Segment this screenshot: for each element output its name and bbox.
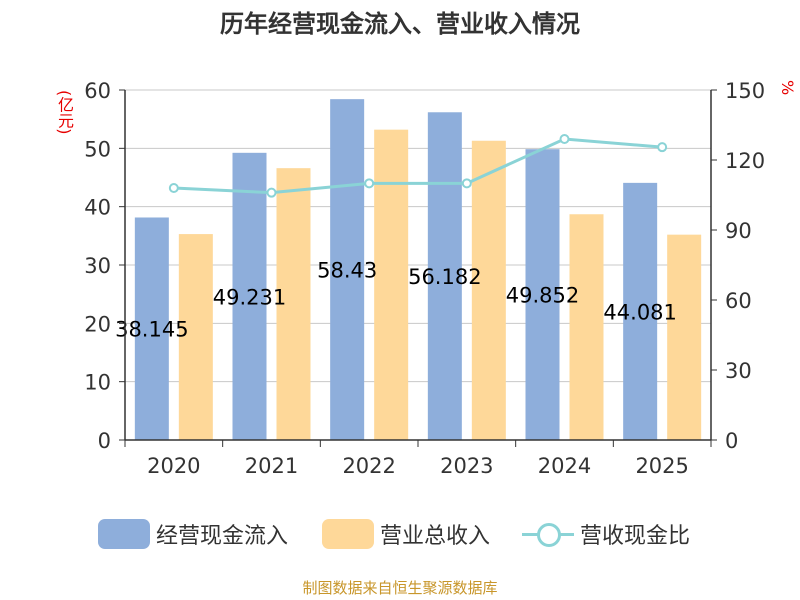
bar-revenue [374, 129, 409, 440]
ratio-point [364, 178, 375, 189]
bar-revenue [667, 234, 702, 440]
axes: 0 10 20 30 40 50 60 0 30 60 90 120 150 2020 2021 2022 20… [84, 79, 765, 478]
bar-cash [134, 217, 169, 440]
x-tick-label: 2022 [342, 454, 395, 478]
ratio-point [657, 142, 668, 153]
bar-data-label: 56.182 [408, 265, 481, 289]
left-tick-label: 10 [84, 371, 111, 395]
right-tick-label: 150 [725, 79, 765, 103]
bar-revenue [569, 214, 604, 440]
ratio-point [168, 183, 179, 193]
bar-revenue [471, 140, 506, 440]
right-tick-label: 0 [725, 429, 738, 453]
bar-data-label: 49.231 [213, 285, 286, 309]
x-tick-label: 2020 [147, 454, 200, 478]
right-axis-unit: % [778, 80, 797, 96]
legend: 经营现金流入 营业总收入 营收现金比 [0, 514, 800, 554]
bar-revenue [178, 234, 213, 440]
chart-title: 历年经营现金流入、营业收入情况 [220, 10, 580, 38]
right-tick-label: 90 [725, 219, 752, 243]
legend-swatch-cash [98, 519, 150, 549]
legend-item-ratio[interactable]: 营收现金比 [522, 514, 690, 554]
left-tick-label: 60 [84, 79, 111, 103]
legend-item-revenue[interactable]: 营业总收入 [322, 514, 490, 554]
left-tick-label: 30 [84, 254, 111, 278]
bar-data-label: 38.145 [115, 318, 188, 342]
data-labels: 38.145 49.231 58.43 56.182 49.852 44.081 [115, 259, 677, 342]
source-footer: 制图数据来自恒生聚源数据库 [302, 579, 498, 597]
bar-cash [525, 149, 560, 441]
ratio-point [266, 187, 277, 198]
bar-data-label: 58.43 [317, 259, 377, 283]
ratio-line-path [173, 137, 663, 195]
legend-swatch-ratio [522, 519, 574, 549]
left-tick-label: 40 [84, 196, 111, 220]
legend-label-revenue: 营业总收入 [380, 524, 491, 549]
bar-cash [623, 182, 658, 440]
bar-cash [427, 112, 462, 440]
legend-label-ratio: 营收现金比 [580, 524, 691, 549]
ratio-point [461, 178, 472, 189]
right-tick-label: 30 [725, 359, 752, 383]
ratio-point [559, 134, 570, 144]
bar-revenue [276, 168, 311, 440]
x-tick-label: 2023 [440, 454, 493, 478]
left-tick-label: 20 [84, 312, 111, 336]
legend-swatch-revenue [322, 519, 374, 549]
bar-data-label: 49.852 [506, 284, 579, 308]
grid-lines [125, 89, 711, 383]
x-tick-label: 2025 [635, 454, 688, 478]
bar-cash [330, 99, 365, 441]
right-tick-label: 120 [725, 149, 765, 173]
ratio-line [168, 134, 668, 198]
bar-cash [232, 152, 267, 441]
legend-label-cash: 经营现金流入 [156, 524, 289, 549]
right-tick-label: 60 [725, 289, 752, 313]
left-tick-label: 50 [84, 137, 111, 161]
bars [134, 99, 702, 441]
left-tick-label: 0 [98, 429, 111, 453]
x-tick-label: 2021 [245, 454, 298, 478]
legend-item-cash[interactable]: 经营现金流入 [98, 514, 288, 554]
x-tick-label: 2024 [538, 454, 591, 478]
left-axis-unit: (亿元) [55, 90, 74, 135]
bar-data-label: 44.081 [603, 300, 676, 324]
